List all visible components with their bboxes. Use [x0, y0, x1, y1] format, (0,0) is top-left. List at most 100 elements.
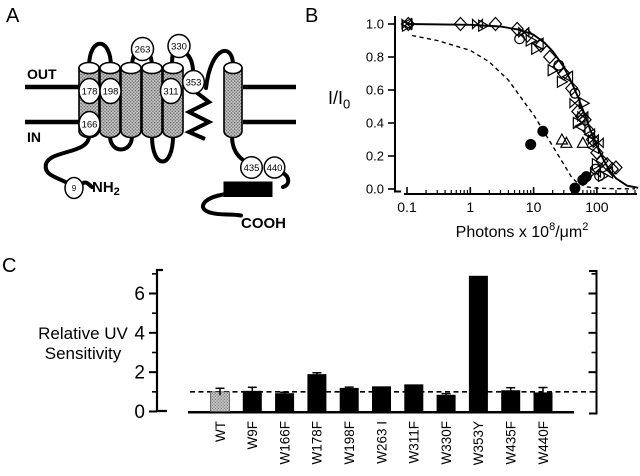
bar-label-W440F: W440F [536, 421, 551, 465]
marker-triangle-up [576, 136, 590, 148]
bar-label-W353Y: W353Y [471, 421, 486, 465]
series-triangle-up-open [555, 132, 590, 148]
x-tick-label: 10 [526, 199, 542, 215]
marker-circle-filled [525, 138, 537, 150]
residue-number: 435 [244, 163, 260, 174]
residue-number: 166 [82, 119, 98, 130]
helix-top-cap [162, 61, 184, 75]
panel-b-x-axis: 0.1 1 10 100 [397, 187, 637, 215]
marker-triangle-left [587, 141, 600, 155]
x-tick-label: 100 [585, 199, 609, 215]
error-bar [280, 391, 290, 395]
marker-diamond [488, 16, 503, 32]
helix-body [141, 67, 163, 139]
marker-triangle-right [591, 157, 604, 171]
bar [242, 390, 262, 412]
marker-diamond [564, 80, 579, 96]
residue-198: 198 [99, 77, 122, 105]
loop-segment [150, 134, 175, 164]
y-tick-label: 2 [134, 363, 145, 384]
bar [501, 390, 521, 412]
y-tick-label: 1.0 [366, 17, 384, 32]
residue-353: 353 [181, 69, 206, 95]
residue-circle [167, 33, 191, 59]
tm-helix-3 [120, 61, 142, 139]
bar [436, 394, 456, 412]
marker-triangle-right [572, 116, 585, 130]
marker-triangle-left [573, 119, 586, 133]
residue-9: 9 [64, 176, 84, 200]
residue-circle [130, 36, 155, 62]
marker-triangle-right [547, 63, 560, 77]
marker-diamond [533, 38, 548, 53]
y-tick-label: 0 [134, 402, 145, 423]
residue-number: 440 [267, 163, 283, 174]
y-axis-title: I/I0 [328, 88, 350, 112]
residue-circle [263, 156, 286, 179]
bar [307, 374, 327, 412]
bar-group-W9F: W9F [242, 386, 262, 450]
loop-segment [230, 134, 245, 162]
bar-group-W440F: W440F [533, 386, 553, 465]
x-axis-title: Photons x 108/μm2 [456, 221, 589, 241]
bar-group-W263I: W263 I [372, 386, 391, 464]
marker-triangle-left [601, 165, 614, 180]
bar-group-W198F: W198F [339, 386, 359, 465]
bar-label-W9F: W9F [245, 421, 260, 450]
bar-group-W330F: W330F [436, 392, 456, 465]
marker-triangle-right [578, 96, 591, 110]
marker-bowtie [569, 97, 581, 110]
residue-number: 353 [186, 77, 202, 88]
marker-diamond [542, 49, 557, 65]
series-circle-open [514, 33, 605, 182]
bar-group-W311F: W311F [404, 384, 424, 464]
helix-top-cap [78, 61, 100, 75]
marker-diamond [609, 160, 623, 175]
fit-curve-w353y-fit [411, 34, 636, 190]
loop-segment [200, 192, 243, 218]
marker-triangle-left [561, 70, 574, 84]
residue-440: 440 [263, 156, 286, 179]
marker-triangle-right [531, 42, 543, 56]
panel-b-letter: B [305, 5, 318, 27]
panel-a-topology-diagram: 9 166 178 198 263 311 330 353 435 440 A OUT IN NH2 COO… [6, 5, 296, 232]
residue-number: 9 [72, 184, 77, 193]
marker-triangle-up [559, 136, 573, 148]
marker-triangle-left [531, 37, 544, 51]
residue-number: 178 [82, 86, 98, 97]
residue-circle [64, 176, 84, 200]
bar-group-W166F: W166F [275, 391, 295, 465]
bar-label-W435F: W435F [504, 421, 519, 465]
marker-triangle-left [400, 17, 413, 31]
marker-circle [553, 59, 565, 71]
marker-bowtie [577, 110, 589, 123]
marker-triangle-up [555, 132, 569, 145]
in-label: IN [27, 129, 41, 145]
marker-triangle-right [401, 19, 414, 33]
bar-label-W263I: W263 I [374, 421, 389, 464]
y-tick-label: 0.6 [366, 83, 384, 98]
residue-circle [239, 155, 264, 180]
y-tick-label: 0.8 [366, 50, 384, 65]
residue-number: 263 [135, 44, 151, 55]
bar-label-W198F: W198F [342, 421, 357, 465]
tm-helix-4 [141, 61, 163, 139]
helix-top-cap [223, 61, 243, 75]
residue-circle [99, 77, 122, 105]
marker-circle-filled [537, 125, 549, 137]
bar-group-WT: WT [210, 387, 230, 442]
residue-263: 263 [130, 36, 155, 62]
error-bar [538, 386, 548, 398]
y-axis-title-line-1: Relative UV [38, 324, 128, 343]
y-tick-label: 0.0 [366, 182, 384, 197]
bar [372, 386, 391, 412]
loop-segment [43, 134, 91, 185]
y-axis-line [394, 16, 401, 193]
bar-group-W435F: W435F [501, 386, 521, 465]
residue-circle [181, 69, 206, 95]
bar [468, 275, 488, 412]
loop-segment [204, 48, 236, 90]
right-axis-line [589, 270, 598, 415]
marker-triangle-right [478, 19, 490, 33]
